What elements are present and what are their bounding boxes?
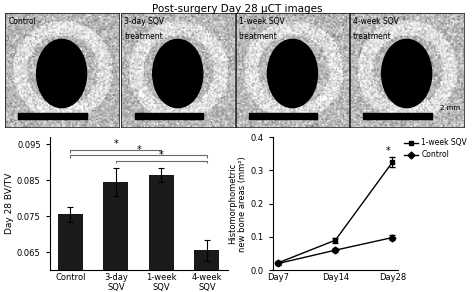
Text: 1-week SQV: 1-week SQV	[239, 17, 285, 26]
Text: Post-surgery Day 28 μCT images: Post-surgery Day 28 μCT images	[152, 4, 322, 14]
Ellipse shape	[267, 39, 318, 108]
Text: 4-week SQV: 4-week SQV	[353, 17, 399, 26]
Text: 3-day SQV: 3-day SQV	[124, 17, 164, 26]
Text: *: *	[159, 150, 164, 160]
Text: *: *	[113, 140, 118, 150]
Y-axis label: Day 28 BV/TV: Day 28 BV/TV	[5, 173, 14, 234]
Bar	[149, 175, 174, 292]
Bar	[58, 214, 83, 292]
Text: Control: Control	[8, 17, 36, 26]
Text: *: *	[386, 146, 391, 156]
Ellipse shape	[36, 39, 87, 108]
Text: *: *	[136, 145, 141, 155]
Bar	[194, 250, 219, 292]
Y-axis label: Histomorphometric
new bone areas (mm²): Histomorphometric new bone areas (mm²)	[228, 156, 247, 251]
Text: treatment: treatment	[353, 32, 392, 41]
Ellipse shape	[153, 39, 203, 108]
Text: treatment: treatment	[124, 32, 163, 41]
Ellipse shape	[382, 39, 432, 108]
Text: 2 mm: 2 mm	[440, 105, 460, 111]
Text: treatment: treatment	[239, 32, 278, 41]
Legend: 1-week SQV, Control: 1-week SQV, Control	[404, 138, 467, 159]
Bar	[103, 182, 128, 292]
